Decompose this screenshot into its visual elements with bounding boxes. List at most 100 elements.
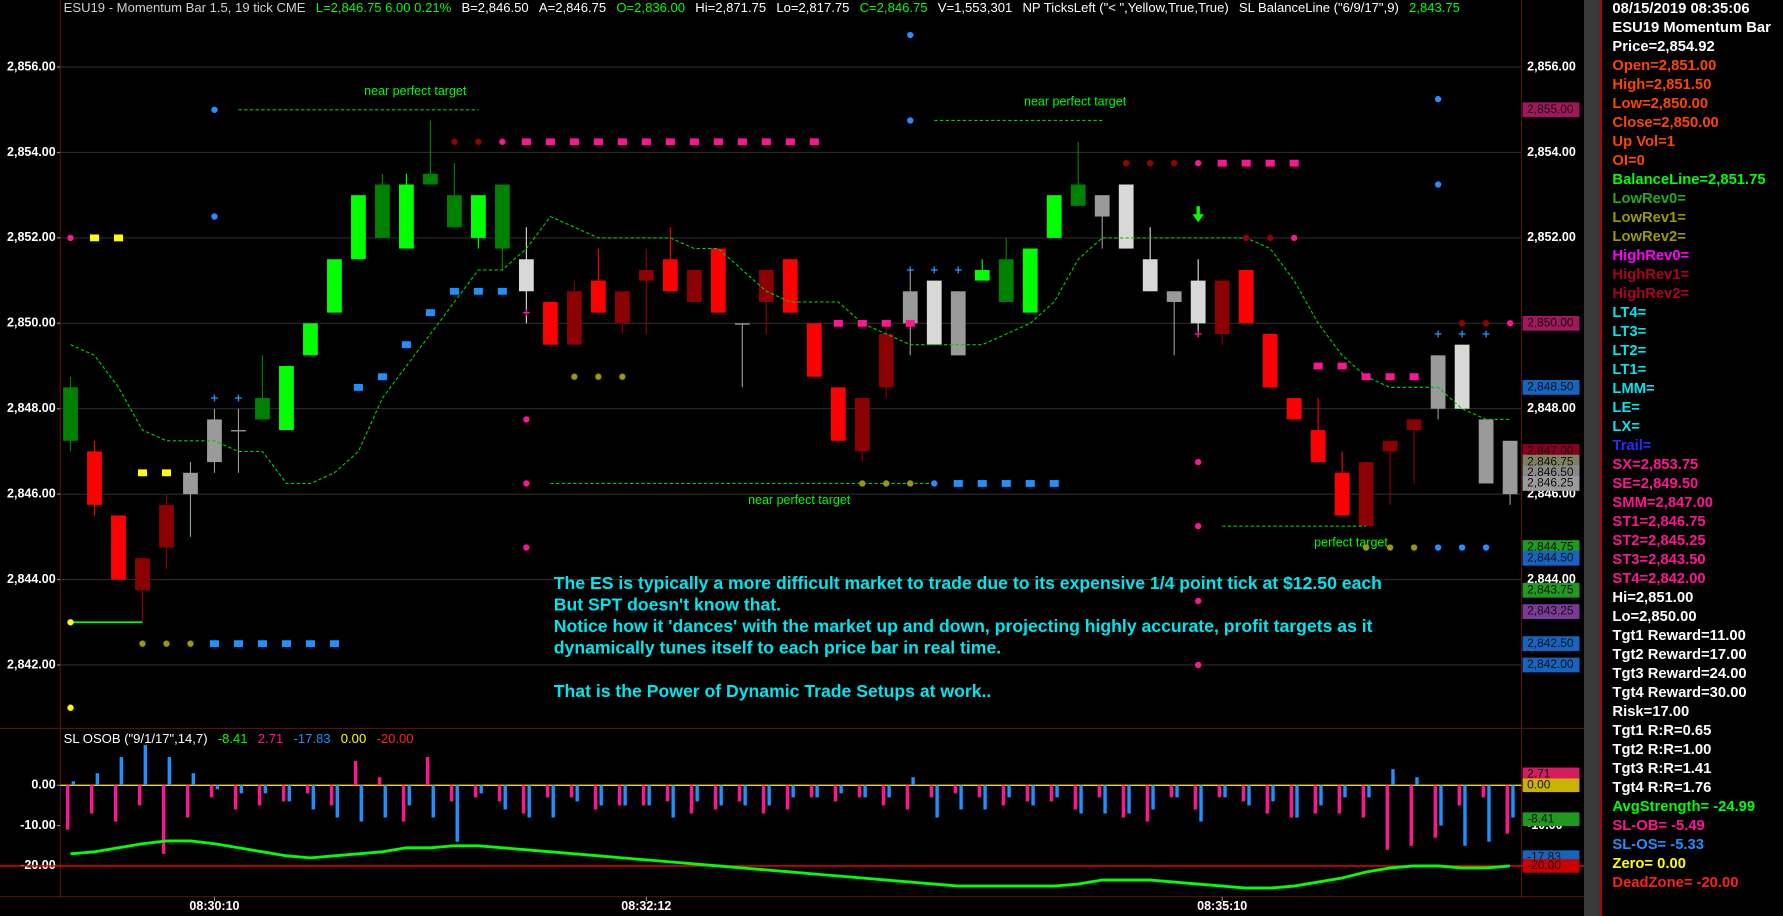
oscillator-bar [1505,785,1509,834]
oscillator-bar [1049,785,1054,802]
price-tag-label: -8.41 [1527,811,1555,825]
oscillator-bar [743,785,747,806]
oscillator-bar [1457,785,1461,806]
side-panel-line: AvgStrength= -24.99 [1612,799,1755,815]
marker-plus [211,394,218,402]
oscillator-bar [503,785,507,810]
oscillator-bar [1487,785,1491,842]
y-tick-label: 2,848.00 [7,401,56,415]
oscillator-bar [1217,785,1222,798]
note-line: But SPT doesn't know that. [554,594,781,614]
marker-dot [571,373,578,380]
candle-body [518,259,534,292]
oscillator-bar [1073,785,1078,810]
marker-plus [235,394,242,402]
y-tick-label: 2,850.00 [7,316,56,330]
oscillator-bar [1439,785,1443,826]
candle-body [806,323,822,377]
marker-square [641,138,651,146]
oscillator-bar [1463,785,1467,846]
oscillator-bar [593,785,598,810]
marker-dot [67,619,74,626]
side-panel-line: HighRev2= [1612,286,1689,302]
candle-body [1070,184,1086,206]
oscillator-bar [263,785,267,794]
header-item: A=2,846.75 [539,1,606,16]
oscillator-bar [113,785,118,822]
oscillator-bar [737,785,742,802]
oscillator-bar [1223,785,1227,798]
candle-body [87,451,102,505]
candle-body [351,195,366,260]
header-item: -20.00 [376,731,413,746]
candle-body [1334,472,1350,516]
candle-body [950,291,966,356]
side-panel-line: LMM= [1612,381,1655,397]
oscillator-bar [599,785,603,806]
marker-square [137,469,148,477]
candle-body [542,301,558,345]
header-item: NP TicksLeft ("< ",Yellow,True,True) [1022,1,1228,16]
candle-body [1238,269,1254,324]
marker-dot [1386,544,1394,551]
target-label: near perfect target [1024,95,1127,109]
y-tick-label-right: 2,848.00 [1527,401,1576,415]
oscillator-bar [449,785,454,802]
marker-plus [1434,330,1442,338]
price-tag-label: 2,844.50 [1527,550,1574,564]
marker-dot [1458,320,1466,327]
marker-square [473,287,483,295]
oscillator-bar [647,785,651,806]
y-tick-label: -20.00 [20,858,56,872]
oscillator-bar [863,785,867,798]
oscillator-bar [665,785,670,802]
note-line: Notice how it 'dances' with the market u… [554,616,1373,636]
side-panel-line: LX= [1612,419,1640,435]
side-panel-line: LowRev1= [1612,210,1686,226]
oscillator-bar [1001,785,1006,806]
oscillator-bar [1247,785,1251,806]
y-tick-label-right: 2,852.00 [1527,230,1576,244]
marker-dot [1194,661,1202,669]
side-panel-line: SE=2,849.50 [1612,476,1698,492]
marker-dot [1147,159,1154,167]
candle-body [830,387,846,441]
marker-square [353,383,363,391]
oscillator-bar [1055,785,1059,798]
side-panel-line: Tgt4 R:R=1.76 [1612,780,1711,796]
scrollbar[interactable] [1584,0,1600,916]
oscillator-bar [641,785,646,806]
price-tag-label: 2,846.75 [1527,454,1574,468]
marker-square [1361,373,1371,381]
x-tick-label: 08:35:10 [1197,899,1247,913]
candle-body [902,291,918,324]
oscillator-bar [1169,785,1174,798]
side-panel-line: ST4=2,842.00 [1612,571,1705,587]
marker-square [833,319,843,327]
marker-dot [1194,458,1202,466]
side-panel-line: LowRev0= [1612,191,1686,207]
candle-body [1454,344,1470,409]
oscillator-bar [305,785,310,794]
price-tag [1522,767,1580,782]
oscillator-bar [167,757,172,786]
marker-dot [67,704,74,711]
oscillator-bar [911,777,915,786]
candle-body [1358,462,1374,527]
x-tick-label: 08:30:10 [189,899,239,913]
oscillator-bar [215,785,220,790]
side-panel-line: ST1=2,846.75 [1612,514,1705,530]
marker-square [737,138,747,146]
header-item: -8.41 [218,731,248,746]
oscillator-bar [1175,785,1179,798]
marker-square [977,480,987,487]
oscillator-bar [1007,785,1011,798]
side-panel-line: LT3= [1612,324,1646,340]
candle-body [1406,419,1422,431]
side-panel-line: Tgt3 Reward=24.00 [1612,666,1746,682]
marker-square [809,138,819,146]
header-item: C=2,846.75 [860,1,928,16]
candle-body [638,269,654,281]
candle-body [1478,419,1494,484]
oscillator-bar [1127,785,1131,814]
